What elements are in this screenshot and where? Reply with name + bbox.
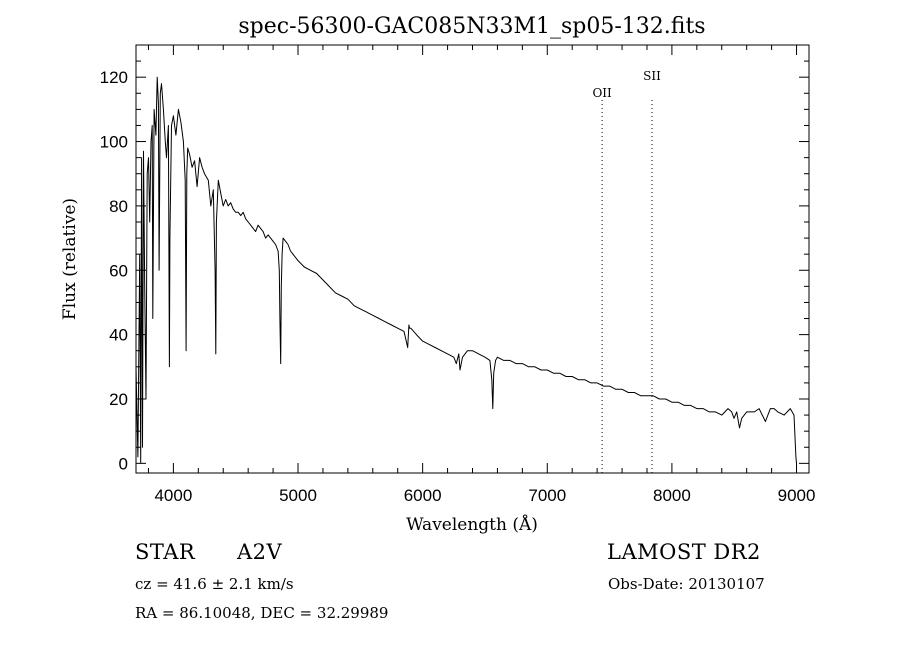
x-axis-label: Wavelength (Å) [406,514,538,535]
redshift-readout: cz = 41.6 ± 2.1 km/s [135,575,294,593]
x-tick-label: 9000 [778,486,816,505]
y-tick-label: 40 [109,326,128,345]
y-tick-label: 0 [119,454,128,473]
y-tick-label: 120 [100,68,128,87]
x-tick-labels: 4000 5000 6000 7000 8000 9000 [154,486,815,505]
y-tick-label: 80 [109,197,128,216]
survey-release: LAMOST DR2 [607,540,761,564]
annotation-label: OII [592,86,612,100]
x-tick-label: 8000 [653,486,691,505]
spectrum-line [135,76,797,464]
spectrum-chart: spec-56300-GAC085N33M1_sp05-132.fits 400… [60,14,815,535]
x-tick-label: 7000 [528,486,566,505]
chart-title: spec-56300-GAC085N33M1_sp05-132.fits [238,14,705,39]
annotation-label: SII [643,69,661,83]
plot-frame [135,44,810,474]
line-annotations: OII SII [592,69,661,473]
observation-date: Obs-Date: 20130107 [608,575,765,593]
axis-ticks [136,45,809,473]
y-tick-labels: 0 20 40 60 80 100 120 [100,68,128,473]
y-axis-label: Flux (relative) [60,198,80,320]
y-tick-label: 100 [100,133,128,152]
spectrum-series [135,76,797,464]
x-tick-label: 6000 [404,486,442,505]
x-tick-label: 5000 [279,486,317,505]
coordinates: RA = 86.10048, DEC = 32.29989 [135,604,389,622]
x-tick-label: 4000 [154,486,192,505]
y-tick-label: 60 [109,261,128,280]
subclass: A2V [237,540,283,564]
object-class: STAR [135,540,196,564]
y-tick-label: 20 [109,390,128,409]
